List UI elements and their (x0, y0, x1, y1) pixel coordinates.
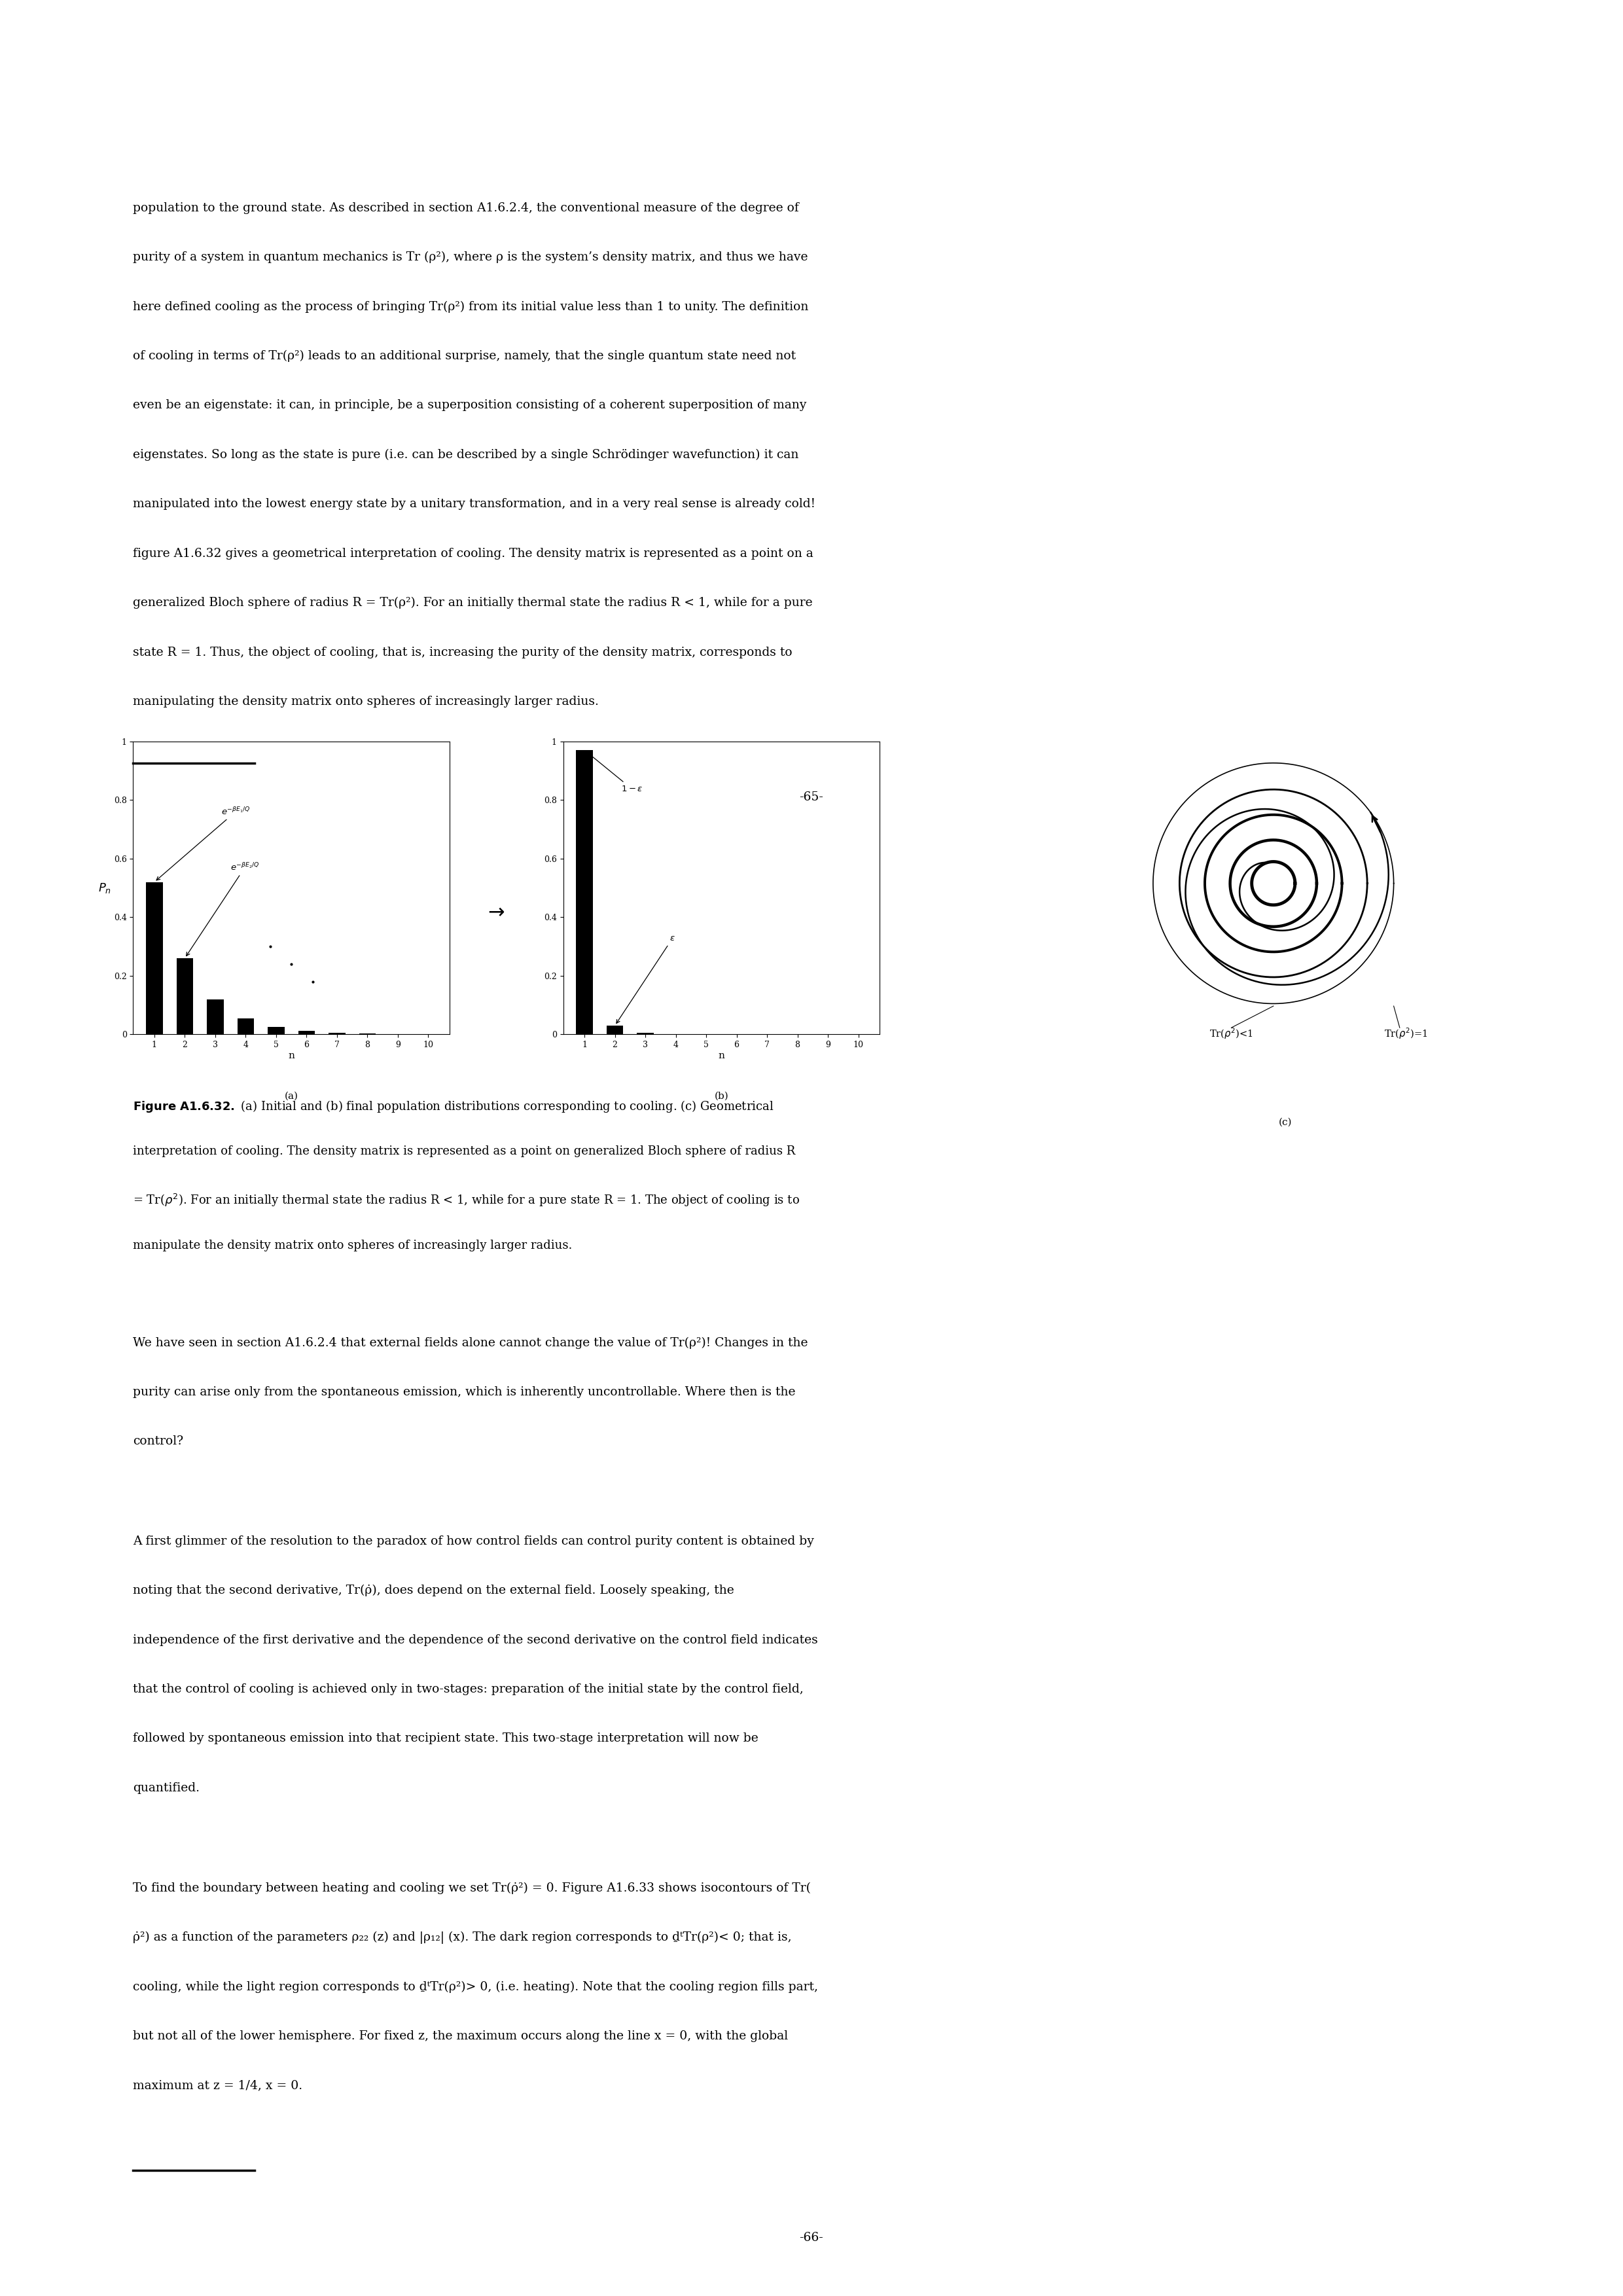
Bar (206, 999, 224, 1033)
Text: but not all of the lower hemisphere. For fixed z, the maximum occurs along the l: but not all of the lower hemisphere. For… (133, 2030, 789, 2041)
Text: purity of a system in quantum mechanics is Tr (ρ²), where ρ is the system’s dens: purity of a system in quantum mechanics … (133, 250, 808, 264)
Y-axis label: $P_n$: $P_n$ (97, 882, 110, 895)
Text: manipulate the density matrix onto spheres of increasingly larger radius.: manipulate the density matrix onto spher… (133, 1240, 573, 1251)
X-axis label: n: n (289, 1052, 294, 1061)
Text: figure A1.6.32 gives a geometrical interpretation of cooling. The density matrix: figure A1.6.32 gives a geometrical inter… (133, 546, 813, 560)
Text: = Tr($\rho^2$). For an initially thermal state the radius R < 1, while for a pur: = Tr($\rho^2$). For an initially thermal… (133, 1192, 800, 1208)
Text: manipulated into the lowest energy state by a unitary transformation, and in a v: manipulated into the lowest energy state… (133, 498, 816, 510)
Text: noting that the second derivative, Tr(ρ̇), does depend on the external field. Lo: noting that the second derivative, Tr(ρ̇… (133, 1584, 734, 1596)
Text: eigenstates. So long as the state is pure (i.e. can be described by a single Sch: eigenstates. So long as the state is pur… (133, 448, 799, 461)
Text: -65-: -65- (800, 790, 823, 804)
Text: even be an eigenstate: it can, in principle, be a superposition consisting of a : even be an eigenstate: it can, in princi… (133, 400, 807, 411)
Text: To find the boundary between heating and cooling we set Tr(ρ̇²) = 0. Figure A1.6: To find the boundary between heating and… (133, 1883, 812, 1894)
Text: of cooling in terms of Tr(ρ²) leads to an additional surprise, namely, that the : of cooling in terms of Tr(ρ²) leads to a… (133, 349, 797, 363)
Bar (576, 751, 592, 1033)
Text: Tr($\rho^2$)=1: Tr($\rho^2$)=1 (1384, 1026, 1428, 1040)
Text: quantified.: quantified. (133, 1782, 200, 1793)
Text: $1-\varepsilon$: $1-\varepsilon$ (586, 751, 643, 792)
Text: control?: control? (133, 1435, 183, 1446)
Text: manipulating the density matrix onto spheres of increasingly larger radius.: manipulating the density matrix onto sph… (133, 696, 599, 707)
Bar (237, 1017, 255, 1033)
Text: ρ̇²) as a function of the parameters ρ₂₂ (z) and |ρ₁₂| (x). The dark region corr: ρ̇²) as a function of the parameters ρ₂₂… (133, 1931, 792, 1945)
Text: followed by spontaneous emission into that recipient state. This two-stage inter: followed by spontaneous emission into th… (133, 1733, 758, 1745)
Text: $e^{-\beta E_1/Q}$: $e^{-\beta E_1/Q}$ (156, 806, 250, 879)
Text: interpretation of cooling. The density matrix is represented as a point on gener: interpretation of cooling. The density m… (133, 1146, 795, 1157)
Text: $\rightarrow$: $\rightarrow$ (485, 902, 505, 921)
Text: Tr($\rho^2$)<1: Tr($\rho^2$)<1 (1209, 1026, 1253, 1040)
Text: here defined cooling as the process of bringing Tr(ρ²) from its initial value le: here defined cooling as the process of b… (133, 301, 808, 312)
Text: purity can arise only from the spontaneous emission, which is inherently uncontr: purity can arise only from the spontaneo… (133, 1387, 795, 1398)
Text: $e^{-\beta E_2/Q}$: $e^{-\beta E_2/Q}$ (187, 861, 260, 955)
Text: (a): (a) (284, 1091, 299, 1100)
Text: $\bf{Figure\ A1.6.32.}$ (a) Initial and (b) final population distributions corre: $\bf{Figure\ A1.6.32.}$ (a) Initial and … (133, 1100, 774, 1114)
Text: population to the ground state. As described in section A1.6.2.4, the convention: population to the ground state. As descr… (133, 202, 799, 214)
Text: A first glimmer of the resolution to the paradox of how control fields can contr: A first glimmer of the resolution to the… (133, 1536, 815, 1548)
Bar (177, 957, 193, 1033)
Text: We have seen in section A1.6.2.4 that external fields alone cannot change the va: We have seen in section A1.6.2.4 that ex… (133, 1336, 808, 1348)
Text: generalized Bloch sphere of radius R = Tr(ρ²). For an initially thermal state th: generalized Bloch sphere of radius R = T… (133, 597, 813, 608)
Text: (c): (c) (1279, 1118, 1292, 1127)
Bar (268, 1026, 284, 1033)
Bar (299, 1031, 315, 1033)
Text: (b): (b) (714, 1091, 729, 1100)
Text: maximum at z = 1/4, x = 0.: maximum at z = 1/4, x = 0. (133, 2080, 302, 2092)
X-axis label: n: n (719, 1052, 724, 1061)
Text: independence of the first derivative and the dependence of the second derivative: independence of the first derivative and… (133, 1635, 818, 1646)
Bar (607, 1026, 623, 1033)
Text: that the control of cooling is achieved only in two-stages: preparation of the i: that the control of cooling is achieved … (133, 1683, 803, 1694)
Text: cooling, while the light region corresponds to ḏᵗTr(ρ²)> 0, (i.e. heating). Note: cooling, while the light region correspo… (133, 1981, 818, 1993)
Text: -66-: -66- (800, 2232, 823, 2243)
Text: $\varepsilon$: $\varepsilon$ (617, 934, 675, 1024)
Text: state R = 1. Thus, the object of cooling, that is, increasing the purity of the : state R = 1. Thus, the object of cooling… (133, 647, 792, 659)
Bar (146, 882, 162, 1033)
